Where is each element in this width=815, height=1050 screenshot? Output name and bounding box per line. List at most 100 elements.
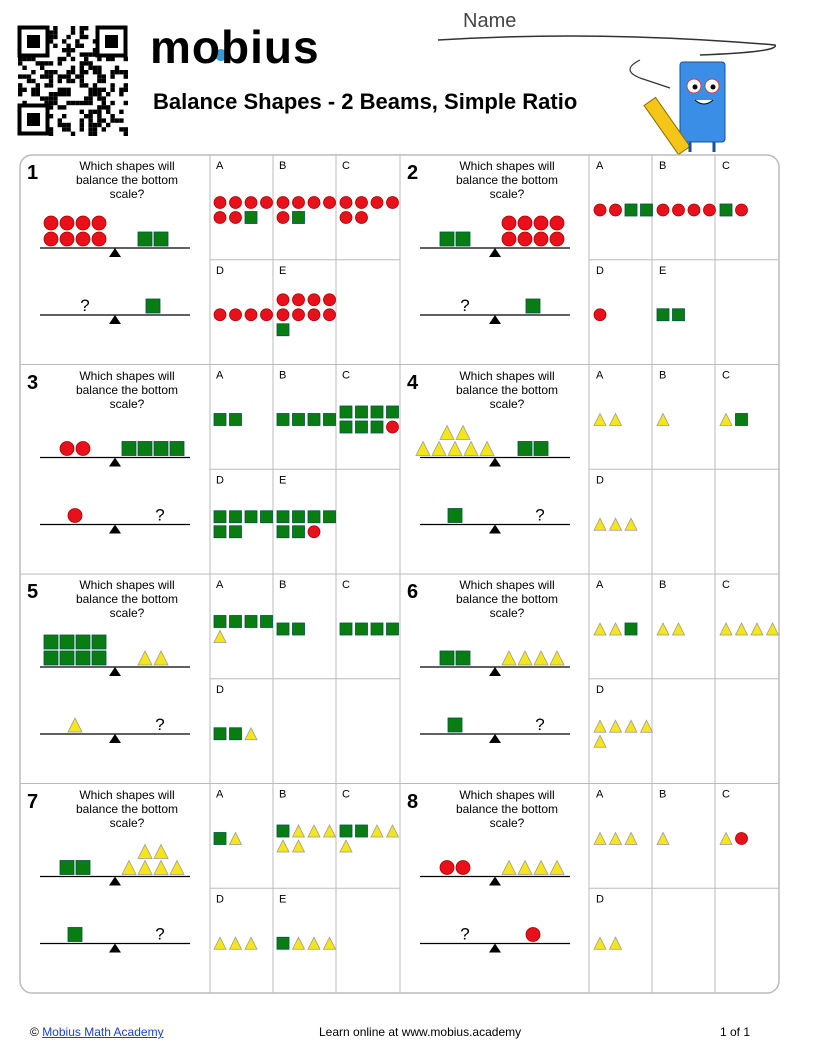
qr-cell [114, 65, 120, 70]
question: Which shapes will balance the bottom sca… [75, 578, 179, 620]
yellow-triangle [447, 440, 463, 456]
yellow-triangle [656, 412, 670, 426]
unknown: ? [80, 296, 89, 315]
green-square [213, 413, 227, 426]
red-circle [517, 215, 533, 231]
qr-cell [48, 39, 54, 44]
red-circle [59, 441, 75, 456]
green-square [339, 622, 353, 636]
qr-cell [57, 92, 62, 97]
qr-cell [62, 87, 67, 92]
green-square [75, 634, 91, 650]
qr-cell [48, 70, 54, 75]
yellow-triangle [370, 824, 384, 838]
red-circle [439, 860, 455, 875]
green-square [355, 420, 368, 434]
fulcrum [109, 667, 121, 676]
qr-cell [101, 100, 106, 106]
yellow-triangle [322, 824, 337, 838]
qr-cell [66, 92, 71, 97]
red-circle [276, 196, 290, 209]
question: Which shapes will balance the bottom sca… [455, 578, 559, 620]
yellow-triangle [276, 839, 290, 853]
option-letter: B [279, 370, 286, 382]
green-square [153, 231, 169, 247]
qr-cell [40, 65, 45, 70]
green-square [121, 441, 137, 456]
yellow-triangle [153, 859, 169, 875]
problems: ? A B C D E? A B C D E? A B C D E? A B C D? A B C D? A B C D? A B C D E?… [20, 155, 780, 993]
qr-cell [35, 92, 40, 97]
yellow-triangle [307, 824, 321, 838]
qr-cell [48, 100, 54, 106]
qr-cell [97, 78, 102, 84]
green-square [307, 510, 321, 524]
yellow-triangle [213, 629, 227, 643]
red-circle [307, 196, 321, 209]
green-square [339, 405, 353, 419]
unknown: ? [535, 715, 544, 734]
yellow-triangle [463, 440, 479, 456]
qr-cell [62, 122, 67, 128]
option-letter: E [279, 893, 286, 905]
qr-cell [66, 74, 71, 79]
learn-online: Learn online at www.mobius.academy [319, 1025, 522, 1039]
academy-link[interactable]: Mobius Math Academy [42, 1025, 164, 1039]
qr-cell [84, 100, 89, 106]
yellow-triangle [291, 936, 306, 950]
green-square [439, 650, 455, 666]
fulcrum [489, 524, 501, 534]
qr-cell [79, 26, 84, 31]
option-letter: D [216, 684, 224, 696]
fulcrum [109, 248, 121, 257]
option-letter: D [596, 265, 604, 277]
qr-cell [110, 114, 115, 119]
option-letter: C [342, 789, 350, 801]
green-square [244, 211, 258, 224]
yellow-triangle [291, 839, 306, 853]
green-square [292, 413, 305, 426]
qr-cell [92, 39, 98, 44]
red-circle [323, 293, 336, 307]
qr-cell [40, 74, 45, 79]
qr-cell [106, 105, 111, 110]
qr-cell [123, 131, 128, 136]
name-label: Name [463, 10, 517, 32]
qr-cell [48, 78, 54, 84]
qr-cell [106, 122, 111, 128]
qr-cell [84, 34, 89, 40]
qr-cell [97, 74, 102, 79]
qr-cell [79, 70, 84, 75]
qr-cell [62, 114, 67, 119]
yellow-triangle [501, 859, 517, 875]
qr-cell [88, 61, 93, 66]
question: Which shapes will balance the bottom sca… [455, 368, 559, 411]
qr-cell [70, 70, 76, 75]
option-letter: C [722, 160, 730, 172]
fulcrum [489, 248, 501, 257]
qr-cell [123, 70, 128, 75]
yellow-triangle [765, 622, 780, 636]
yellow-triangle [593, 936, 607, 950]
red-circle [386, 196, 399, 209]
yellow-triangle [244, 726, 258, 741]
option-letter: A [596, 579, 604, 591]
yellow-triangle [608, 936, 623, 950]
yellow-triangle [624, 517, 638, 531]
problem-number: 7 [27, 790, 39, 813]
qr-cell [84, 56, 89, 62]
red-circle [501, 231, 517, 247]
problem-number: 4 [407, 371, 419, 394]
red-circle [323, 196, 336, 209]
option-letter: B [279, 160, 286, 172]
qr-cell [31, 87, 36, 92]
qr-cell [48, 34, 54, 40]
copyright: © Mobius Math Academy [30, 1025, 164, 1039]
qr-cell [66, 127, 71, 132]
fulcrum [109, 524, 121, 534]
green-square [43, 650, 59, 666]
qr-cell [66, 100, 71, 106]
green-square [455, 650, 471, 666]
qr-cell [101, 118, 106, 123]
red-circle [43, 231, 59, 247]
